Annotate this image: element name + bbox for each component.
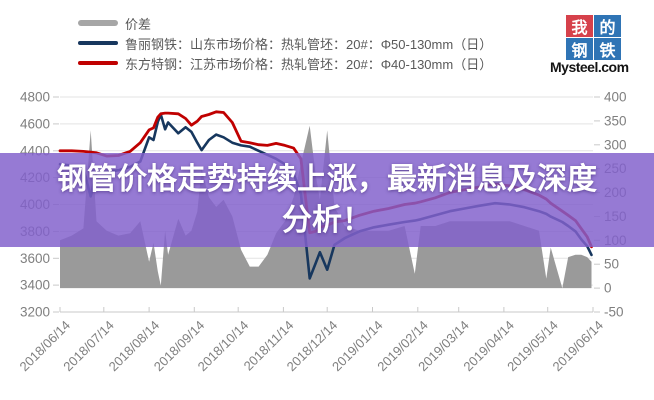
logo-cell: 我	[566, 15, 593, 37]
left-axis-tick-label: 3400	[20, 278, 50, 293]
legend-label: 价差	[125, 16, 152, 32]
legend-item-luli: 鲁丽钢铁：山东市场价格：热轧管坯：20#：Φ50-130mm（日）	[78, 33, 492, 53]
left-axis-tick-label: 4800	[20, 90, 50, 105]
legend-item-dongfang: 东方特钢：江苏市场价格：热轧管坯：20#：Φ40-130mm（日）	[78, 53, 492, 73]
logo-caption: Mysteel.com	[550, 59, 629, 75]
dongfang-line-swatch-icon	[78, 61, 118, 65]
legend-item-spread: 价差	[78, 13, 492, 33]
right-axis-tick-label: 300	[604, 137, 627, 152]
mysteel-logo-grid-icon: 我 的 钢 铁	[566, 15, 626, 60]
left-axis-tick-label: 3200	[20, 305, 50, 320]
right-axis-tick-label: 50	[604, 257, 619, 272]
headline-banner: 钢管价格走势持续上涨，最新消息及深度分析！	[0, 153, 654, 247]
legend: 价差 鲁丽钢铁：山东市场价格：热轧管坯：20#：Φ50-130mm（日） 东方特…	[78, 13, 492, 73]
logo-cell: 铁	[594, 38, 621, 60]
headline-text: 钢管价格走势持续上涨，最新消息及深度分析！	[57, 163, 597, 237]
right-axis-tick-label: -50	[604, 305, 624, 320]
spread-line-swatch-icon	[78, 20, 118, 26]
right-axis-tick-label: 400	[604, 90, 627, 105]
legend-label: 东方特钢：江苏市场价格：热轧管坯：20#：Φ40-130mm（日）	[125, 56, 493, 72]
x-axis: 2018/06/142018/07/142018/08/142018/09/14…	[16, 307, 606, 374]
logo-cell: 的	[594, 15, 621, 37]
left-axis-tick-label: 3600	[20, 251, 50, 266]
mysteel-logo: 我 的 钢 铁 Mysteel.com	[550, 15, 629, 75]
logo-cell: 钢	[566, 38, 593, 60]
legend-label: 鲁丽钢铁：山东市场价格：热轧管坯：20#：Φ50-130mm（日）	[125, 36, 493, 52]
left-axis-tick-label: 4600	[20, 116, 50, 131]
luli-line-swatch-icon	[78, 41, 118, 45]
right-axis-tick-label: 350	[604, 113, 627, 128]
right-axis-tick-label: 0	[604, 281, 612, 296]
